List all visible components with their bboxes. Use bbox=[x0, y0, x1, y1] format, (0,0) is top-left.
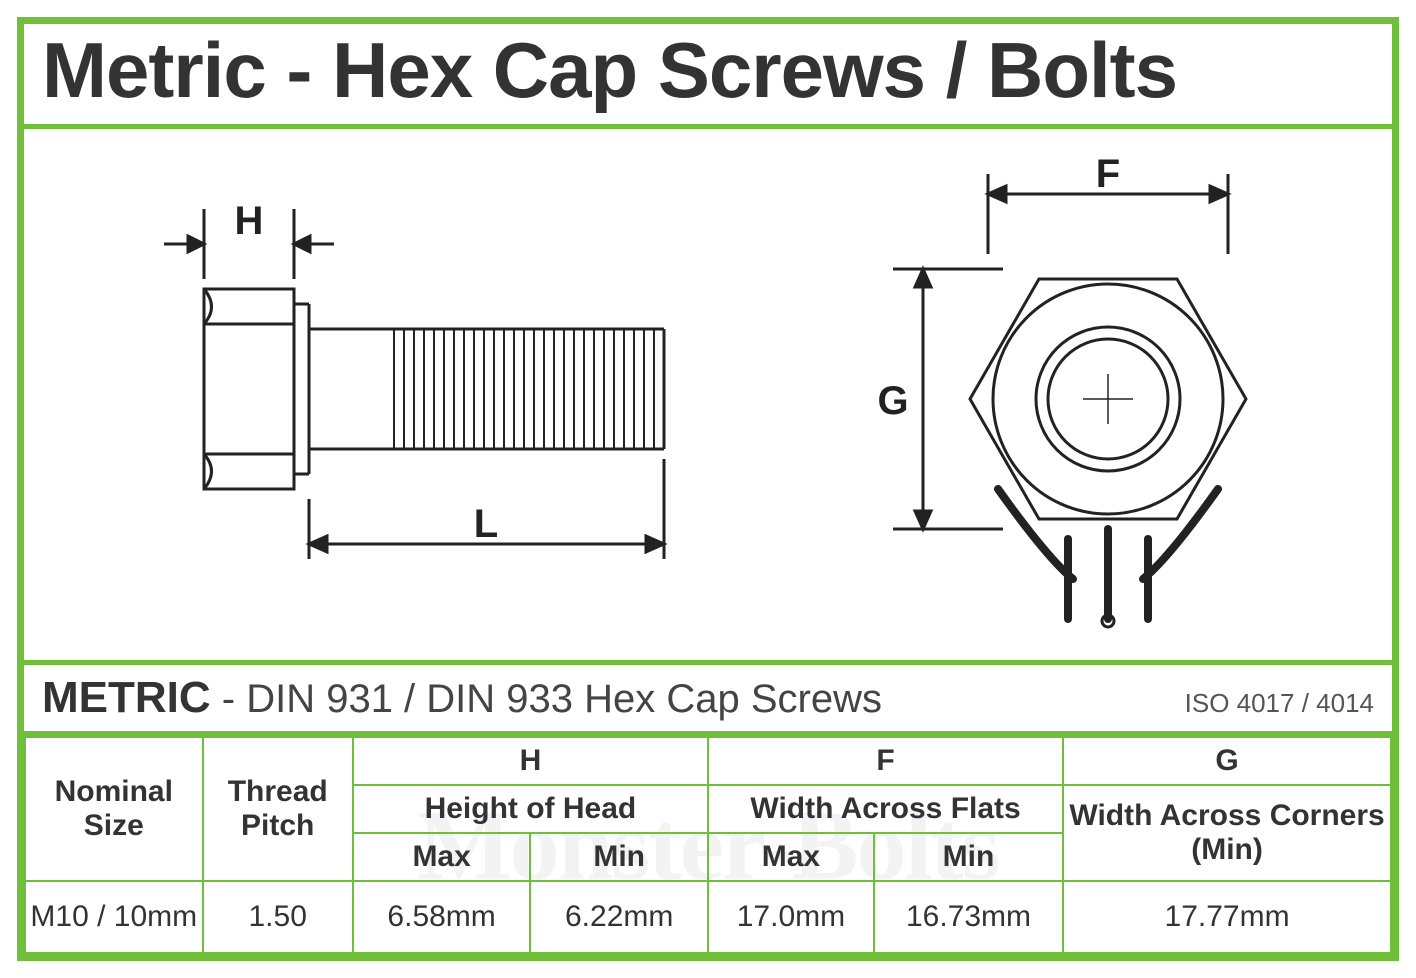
col-F-desc: Width Across Flats bbox=[750, 792, 1020, 825]
spec-table: Nominal Size Thread Pitch H F G Height o… bbox=[24, 736, 1392, 954]
table-title-bar: METRIC - DIN 931 / DIN 933 Hex Cap Screw… bbox=[24, 660, 1392, 731]
col-H-letter: H bbox=[520, 744, 542, 777]
cell-h-max: 6.58mm bbox=[353, 881, 531, 953]
table-title-rest: - DIN 931 / DIN 933 Hex Cap Screws bbox=[211, 677, 882, 721]
bolt-top-view: F G bbox=[823, 159, 1293, 629]
col-G-letter: G bbox=[1215, 744, 1238, 777]
cell-g-min: 17.77mm bbox=[1063, 881, 1391, 953]
col-F-max: Max bbox=[762, 840, 820, 873]
label-G: G bbox=[877, 379, 908, 423]
diagram-row: H bbox=[24, 124, 1392, 660]
col-H-desc: Height of Head bbox=[425, 792, 637, 825]
col-pitch: Thread Pitch bbox=[228, 775, 328, 842]
bolt-side-view: H bbox=[124, 189, 684, 599]
label-F: F bbox=[1095, 159, 1119, 196]
col-F-letter: F bbox=[876, 744, 894, 777]
label-H: H bbox=[234, 199, 263, 243]
cell-f-max: 17.0mm bbox=[708, 881, 874, 953]
col-H-min: Min bbox=[593, 840, 645, 873]
col-G-desc: Width Across Corners (Min) bbox=[1069, 799, 1384, 866]
iso-ref: ISO 4017 / 4014 bbox=[1185, 688, 1374, 719]
label-L: L bbox=[473, 502, 497, 546]
spec-table-wrap: Monster-Bolts Nominal Size Thread Pitch … bbox=[24, 731, 1392, 954]
cell-f-min: 16.73mm bbox=[874, 881, 1063, 953]
col-F-min: Min bbox=[943, 840, 995, 873]
cell-pitch: 1.50 bbox=[203, 881, 353, 953]
table-data-row: M10 / 10mm 1.50 6.58mm 6.22mm 17.0mm 16.… bbox=[25, 881, 1391, 953]
cell-h-min: 6.22mm bbox=[530, 881, 708, 953]
spec-sheet-frame: Metric - Hex Cap Screws / Bolts H bbox=[17, 17, 1399, 961]
sheet-title: Metric - Hex Cap Screws / Bolts bbox=[24, 24, 1392, 124]
cell-nominal: M10 / 10mm bbox=[25, 881, 203, 953]
table-header-row-1: Nominal Size Thread Pitch H F G bbox=[25, 737, 1391, 785]
col-H-max: Max bbox=[412, 840, 470, 873]
table-title-bold: METRIC bbox=[42, 673, 211, 722]
col-nominal: Nominal Size bbox=[55, 775, 173, 842]
